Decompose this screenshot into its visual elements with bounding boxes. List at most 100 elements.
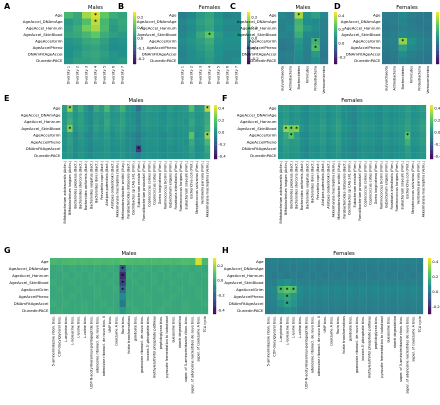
heatmap-cell bbox=[373, 145, 379, 153]
heatmap-cell bbox=[391, 293, 398, 301]
column-label: Actinobacteria bbox=[289, 66, 293, 91]
heatmap-cell bbox=[390, 38, 399, 45]
colorbar-segment bbox=[133, 48, 137, 50]
heatmap-cell bbox=[93, 152, 100, 160]
column-label: Bacteroides stercoris (Bact.) bbox=[79, 160, 83, 209]
heatmap-cell bbox=[88, 145, 94, 153]
heatmap-cell bbox=[410, 300, 417, 308]
heatmap-cell bbox=[62, 300, 70, 308]
colorbar-segment bbox=[334, 35, 338, 37]
heatmap-cell bbox=[151, 272, 158, 280]
heatmap-cell bbox=[394, 138, 400, 146]
heatmap-cell bbox=[114, 118, 121, 126]
heatmap-cell bbox=[299, 105, 305, 112]
heatmap-cell bbox=[328, 293, 335, 301]
heatmap-cell bbox=[315, 265, 323, 273]
heatmap-cell bbox=[367, 111, 374, 119]
colorbar-segment bbox=[247, 56, 251, 58]
colorbar-segment bbox=[436, 13, 440, 15]
heatmap-cell bbox=[214, 51, 224, 58]
heatmap-cell bbox=[340, 272, 348, 280]
heatmap-cell bbox=[176, 265, 183, 273]
heatmap-cell bbox=[410, 286, 417, 294]
colorbar-segment bbox=[213, 307, 217, 309]
colorbar-segment bbox=[334, 43, 338, 45]
heatmap-cell bbox=[299, 118, 305, 126]
row-label: AgeAccel_SkinBlood bbox=[237, 32, 277, 37]
colorbar-segment bbox=[133, 14, 137, 17]
heatmap-cell bbox=[404, 293, 411, 301]
heatmap-cell bbox=[62, 132, 68, 139]
heatmap-cell bbox=[346, 138, 353, 146]
heatmap-cell bbox=[378, 152, 384, 160]
heatmap-cell bbox=[91, 18, 101, 26]
heatmap-cell bbox=[130, 152, 137, 160]
heatmap-cell bbox=[286, 31, 295, 39]
colorbar-segment bbox=[334, 32, 338, 35]
heatmap-cell bbox=[157, 293, 164, 301]
heatmap-cell bbox=[162, 118, 168, 126]
column-label: Prevotella copri (Bact.) bbox=[316, 160, 320, 199]
heatmap-cell bbox=[302, 272, 310, 280]
colorbar-segment bbox=[334, 52, 338, 54]
heatmap-cell bbox=[372, 286, 379, 294]
colorbar-segment bbox=[213, 274, 217, 277]
heatmap-cell bbox=[415, 138, 421, 146]
heatmap-cell bbox=[415, 57, 424, 65]
colorbar-segment bbox=[334, 57, 338, 59]
colorbar-segment bbox=[247, 21, 251, 23]
heatmap-cell bbox=[334, 279, 341, 287]
heatmap-cell bbox=[346, 152, 353, 160]
heatmap-cell bbox=[130, 145, 137, 153]
heatmap-cell bbox=[410, 118, 416, 126]
colorbar-segment bbox=[334, 13, 338, 15]
column-label: Eubacterium rectale (Firm.) bbox=[137, 160, 141, 207]
heatmap-cell bbox=[178, 118, 184, 126]
heatmap-cell bbox=[390, 57, 399, 65]
colorbar-segment bbox=[334, 30, 338, 32]
heatmap-cell bbox=[389, 125, 395, 133]
colorbar-tick-label: 0.0 bbox=[217, 278, 224, 283]
heatmap-cell bbox=[334, 300, 341, 308]
heatmap-cell bbox=[67, 132, 73, 139]
colorbar-segment bbox=[334, 40, 338, 43]
row-label: Age bbox=[373, 13, 381, 18]
row-label: DunedinPACE bbox=[36, 58, 63, 63]
colorbar-segment bbox=[436, 21, 440, 23]
colorbar-tick-label: -0.2 bbox=[251, 56, 259, 61]
colorbar-segment bbox=[133, 49, 137, 52]
colorbar-segment bbox=[436, 19, 440, 22]
colorbar-segment bbox=[213, 311, 217, 313]
colorbar-segment bbox=[430, 137, 434, 139]
heatmap-cell bbox=[385, 258, 392, 266]
heatmap-cell bbox=[120, 125, 126, 133]
column-label: Methanobrevibacter smithii (Eury.) bbox=[121, 160, 125, 219]
heatmap-cell bbox=[189, 293, 196, 301]
heatmap-cell bbox=[315, 125, 321, 133]
heatmap-cell bbox=[67, 145, 73, 153]
column-label: Faecalibacterium prausnitzii (Firm.) bbox=[358, 160, 362, 220]
heatmap-cell bbox=[366, 293, 373, 301]
column-label: L-isoleucine bios. bbox=[70, 316, 74, 345]
heatmap-cell bbox=[120, 132, 126, 139]
heatmap-cell bbox=[88, 152, 94, 160]
heatmap-cell bbox=[50, 258, 57, 266]
colorbar-segment bbox=[428, 301, 432, 303]
heatmap-cell bbox=[283, 145, 289, 153]
heatmap-cell bbox=[157, 300, 164, 308]
heatmap-cell bbox=[341, 125, 347, 133]
heatmap-cell bbox=[199, 125, 205, 133]
heatmap-cell bbox=[196, 38, 206, 45]
column-label: 5-aminoimidazole ribon. bios. bbox=[51, 316, 55, 366]
heatmap-cell bbox=[397, 279, 405, 287]
heatmap-cell bbox=[415, 125, 421, 133]
column-label: adenosine ribonucl. de novo bios. bbox=[311, 316, 315, 373]
heatmap-cell bbox=[130, 111, 137, 119]
heatmap-cell bbox=[378, 105, 384, 112]
heatmap-cell bbox=[304, 118, 310, 126]
heatmap-cell bbox=[199, 111, 205, 119]
heatmap-cell bbox=[321, 265, 329, 273]
heatmap-cell bbox=[415, 105, 421, 112]
column-label: folate transformations bbox=[342, 316, 346, 354]
heatmap-cell bbox=[138, 272, 145, 280]
